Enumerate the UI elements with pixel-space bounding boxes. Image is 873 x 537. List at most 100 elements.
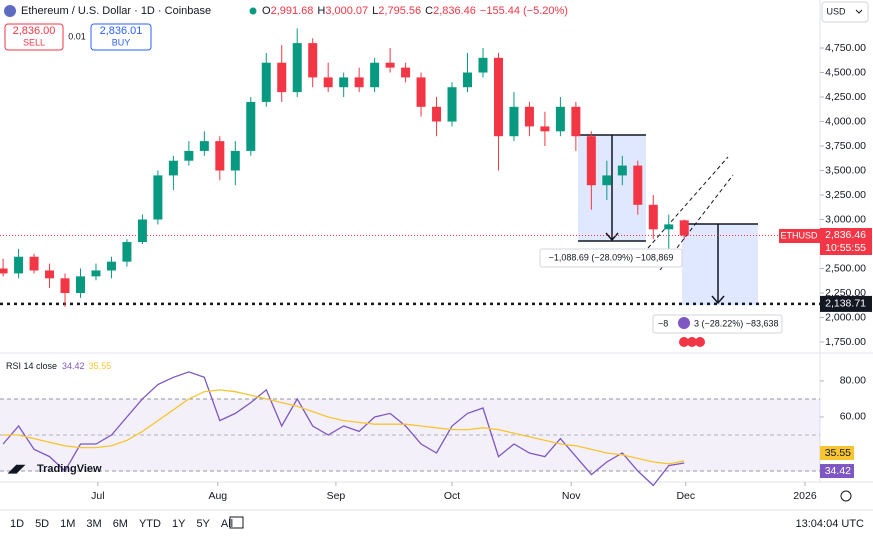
y-tick-label: 4,000.00 — [825, 115, 866, 127]
range-button[interactable]: 1Y — [172, 518, 186, 530]
rsi-title: RSI 14 close — [6, 361, 57, 371]
candle-body — [571, 106, 581, 137]
channel-line[interactable] — [647, 156, 729, 249]
symbol-tag-text: ETHUSD — [780, 230, 818, 240]
candle-body — [29, 256, 39, 271]
rsi-tag-text: 34.42 — [825, 465, 851, 477]
symbol-icon — [4, 5, 16, 17]
y-tick-label: 2,500.00 — [825, 262, 866, 274]
candle-body — [555, 106, 565, 132]
candle-body — [199, 141, 209, 151]
currency: USD — [826, 6, 846, 16]
candle-body — [586, 136, 596, 186]
symbol-tag — [779, 229, 820, 243]
range-button[interactable]: 3M — [86, 518, 101, 530]
measure-box[interactable] — [682, 224, 758, 305]
ohlc-value: 3,000.07 — [325, 5, 368, 17]
candle-body — [633, 165, 643, 205]
candle-body — [75, 276, 85, 294]
dropdown-caret — [855, 9, 863, 14]
logo-mark: ◢◤ — [7, 463, 25, 475]
rsi-tag — [820, 464, 854, 479]
spread: 0.01 — [68, 31, 86, 41]
y-tick-label: 4,500.00 — [825, 66, 866, 78]
x-tick-label: Dec — [676, 490, 695, 502]
measure-label: −1,088.69 (−28.09%) −108,869 — [549, 252, 674, 262]
measure-arrowhead — [711, 295, 725, 305]
candle-body — [45, 270, 55, 279]
candle-body — [679, 220, 689, 236]
event-icon[interactable] — [679, 337, 689, 347]
currency-select[interactable] — [821, 1, 869, 23]
level-tag — [820, 295, 872, 312]
range-button[interactable]: 5D — [35, 518, 49, 530]
candle-body — [540, 126, 550, 132]
candle-body — [308, 43, 318, 78]
candle-body — [664, 224, 674, 230]
range-button[interactable]: 5Y — [196, 518, 210, 530]
settings-icon[interactable] — [840, 490, 852, 502]
sell-button[interactable] — [4, 23, 64, 51]
candle-body — [91, 270, 101, 277]
candle-body — [261, 62, 271, 102]
candle-body — [478, 57, 488, 73]
candle-body — [602, 175, 612, 186]
candle-body — [493, 57, 503, 137]
x-tick-label: Oct — [444, 490, 460, 502]
buy-button[interactable] — [90, 23, 152, 51]
x-tick-label: 2026 — [793, 490, 817, 502]
ohlc-key: O — [262, 5, 271, 17]
date-range-icon[interactable] — [229, 516, 244, 529]
event-icon[interactable] — [687, 337, 697, 347]
candle-body — [122, 242, 132, 262]
candle-body — [447, 87, 457, 122]
candle-body — [184, 150, 194, 161]
candle-body — [168, 160, 178, 176]
candle-body — [524, 106, 534, 127]
y-tick-label: 2,000.00 — [825, 311, 866, 323]
range-button[interactable]: 1M — [60, 518, 75, 530]
level-tag-text: 2,138.71 — [825, 298, 866, 310]
sell-price: 2,836.00 — [13, 25, 56, 37]
range-button[interactable]: 1D — [10, 518, 24, 530]
y-tick-label: 3,500.00 — [825, 164, 866, 176]
symbol-title[interactable]: Ethereum / U.S. Dollar · 1D · Coinbase — [21, 5, 211, 17]
sell-label: SELL — [23, 37, 45, 47]
candle-body — [339, 77, 349, 88]
candle-body — [277, 62, 287, 93]
channel-line[interactable] — [659, 174, 734, 271]
candle-body — [617, 165, 627, 176]
candle-body — [385, 62, 395, 68]
plot: 1,750.002,000.002,250.002,500.002,750.00… — [0, 28, 872, 502]
candle-body — [106, 261, 116, 271]
market-status — [249, 7, 257, 15]
logo[interactable]: TradingView — [37, 463, 102, 475]
range-button[interactable]: 6M — [113, 518, 128, 530]
x-tick-label: Aug — [208, 490, 227, 502]
y-tick-label: 3,750.00 — [825, 140, 866, 152]
rsi-ma-value: 35.55 — [89, 361, 112, 371]
candle-body — [230, 150, 240, 171]
range-button[interactable]: YTD — [139, 518, 161, 530]
candle-body — [14, 256, 24, 274]
rsi-legend: RSI 14 close 34.42 35.55 — [6, 361, 111, 371]
event-icon[interactable] — [695, 337, 705, 347]
rsi-line — [3, 389, 685, 465]
x-tick-label: Jul — [91, 490, 104, 502]
candle-body — [648, 204, 658, 230]
y-tick-label: 80.00 — [840, 375, 866, 387]
candle-body — [153, 175, 163, 220]
price-tag-text: 2,836.46 — [825, 229, 866, 241]
y-tick-label: 60.00 — [840, 411, 866, 423]
y-tick-label: 4,250.00 — [825, 91, 866, 103]
price-tag — [820, 228, 872, 255]
measure-label-box — [539, 248, 683, 268]
x-tick-label: Nov — [562, 490, 581, 502]
ohlc-key: L — [372, 5, 378, 17]
rsi-tag — [820, 445, 854, 460]
rsi-tag-text: 35.55 — [825, 447, 851, 459]
measure-label: 3 (−28.22%) −83,638 — [694, 318, 779, 328]
rsi-value: 34.42 — [62, 361, 85, 371]
event-icon[interactable] — [678, 317, 690, 329]
